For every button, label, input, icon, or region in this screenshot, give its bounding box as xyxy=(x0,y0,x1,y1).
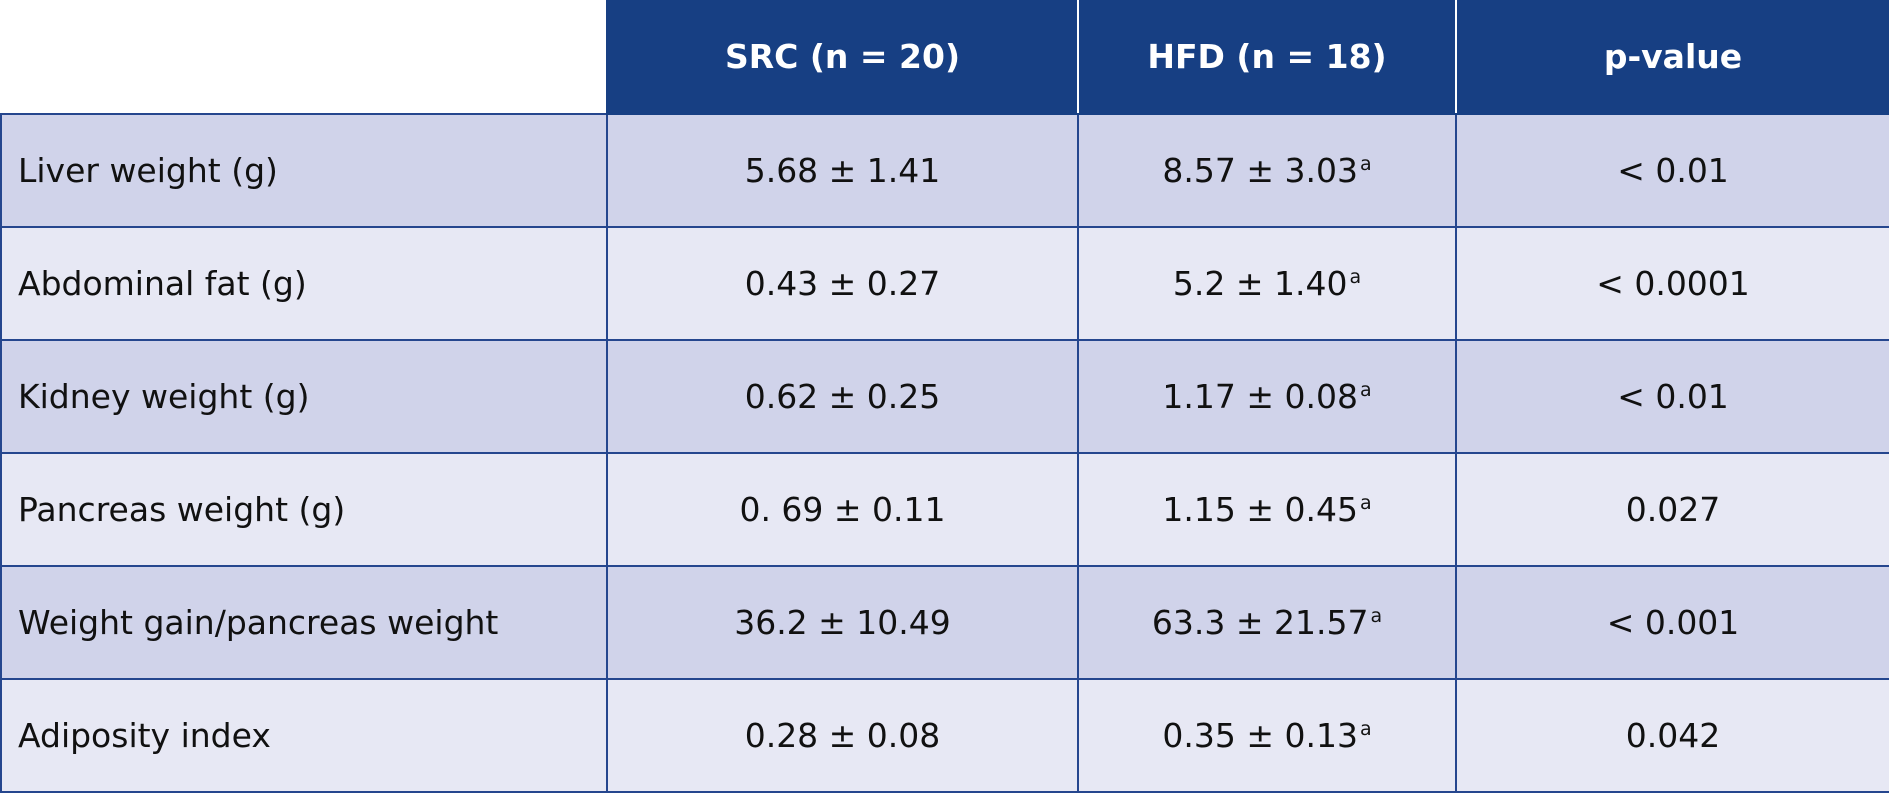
hfd-value: 63.3 ± 21.57 a xyxy=(1077,564,1457,680)
header-p-value: p-value xyxy=(1455,0,1889,115)
hfd-value: 1.15 ± 0.45 a xyxy=(1077,451,1457,567)
superscript-marker: a xyxy=(1359,491,1372,514)
p-value: < 0.01 xyxy=(1455,112,1889,228)
src-value: 5.68 ± 1.41 xyxy=(606,112,1079,228)
hfd-value-text: 1.15 ± 0.45 xyxy=(1162,489,1358,529)
hfd-value: 1.17 ± 0.08 a xyxy=(1077,338,1457,454)
row-label: Weight gain/pancreas weight xyxy=(0,564,608,680)
row-label: Liver weight (g) xyxy=(0,112,608,228)
p-value: < 0.01 xyxy=(1455,338,1889,454)
superscript-marker: a xyxy=(1370,604,1383,627)
hfd-value-text: 5.2 ± 1.40 xyxy=(1172,263,1348,303)
row-label: Adiposity index xyxy=(0,677,608,793)
src-value: 0.62 ± 0.25 xyxy=(606,338,1079,454)
src-value: 36.2 ± 10.49 xyxy=(606,564,1079,680)
table-row: Adiposity index 0.28 ± 0.08 0.35 ± 0.13 a… xyxy=(0,677,1889,793)
src-value: 0. 69 ± 0.11 xyxy=(606,451,1079,567)
table-row: Pancreas weight (g) 0. 69 ± 0.11 1.15 ± … xyxy=(0,451,1889,567)
superscript-marker: a xyxy=(1349,265,1362,288)
header-hfd: HFD (n = 18) xyxy=(1077,0,1457,115)
superscript-marker: a xyxy=(1359,717,1372,740)
header-src: SRC (n = 20) xyxy=(606,0,1079,115)
row-label: Pancreas weight (g) xyxy=(0,451,608,567)
hfd-value-text: 0.35 ± 0.13 xyxy=(1162,715,1358,755)
hfd-value: 5.2 ± 1.40 a xyxy=(1077,225,1457,341)
blank-header-cell xyxy=(1,0,607,114)
hfd-value: 8.57 ± 3.03 a xyxy=(1077,112,1457,228)
superscript-marker: a xyxy=(1359,378,1372,401)
table-row: Liver weight (g) 5.68 ± 1.41 8.57 ± 3.03… xyxy=(0,112,1889,228)
p-value: < 0.001 xyxy=(1455,564,1889,680)
hfd-value-text: 1.17 ± 0.08 xyxy=(1162,376,1358,416)
p-value: < 0.0001 xyxy=(1455,225,1889,341)
row-label: Abdominal fat (g) xyxy=(0,225,608,341)
src-value: 0.43 ± 0.27 xyxy=(606,225,1079,341)
table-row: Abdominal fat (g) 0.43 ± 0.27 5.2 ± 1.40… xyxy=(0,225,1889,341)
src-value: 0.28 ± 0.08 xyxy=(606,677,1079,793)
header-row: SRC (n = 20) HFD (n = 18) p-value xyxy=(1,0,1889,115)
table-row: Kidney weight (g) 0.62 ± 0.25 1.17 ± 0.0… xyxy=(0,338,1889,454)
table-row: Weight gain/pancreas weight 36.2 ± 10.49… xyxy=(0,564,1889,680)
hfd-value-text: 63.3 ± 21.57 xyxy=(1151,602,1369,642)
p-value: 0.027 xyxy=(1455,451,1889,567)
superscript-marker: a xyxy=(1359,152,1372,175)
hfd-value: 0.35 ± 0.13 a xyxy=(1077,677,1457,793)
row-label: Kidney weight (g) xyxy=(0,338,608,454)
p-value: 0.042 xyxy=(1455,677,1889,793)
hfd-value-text: 8.57 ± 3.03 xyxy=(1162,150,1358,190)
